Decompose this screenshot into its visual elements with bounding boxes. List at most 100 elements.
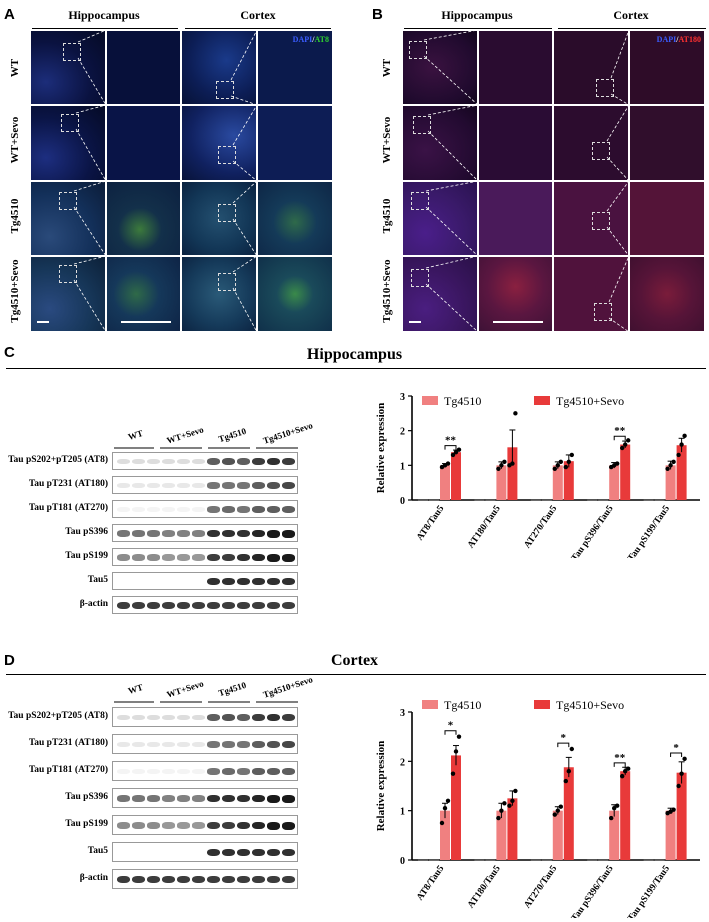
data-point xyxy=(679,771,684,776)
panel-d-group-lines xyxy=(114,701,298,703)
blot-band xyxy=(252,740,265,749)
bar-tg4510-sevo xyxy=(620,771,631,860)
panel-a-header-hippocampus: Hippocampus xyxy=(68,8,140,22)
blot-band xyxy=(237,577,250,586)
blot-band xyxy=(207,601,220,610)
legend-swatch xyxy=(422,700,438,709)
micrograph-b-wt-hippo xyxy=(402,30,478,105)
panel-letter-c: C xyxy=(4,344,15,361)
blot-band xyxy=(117,506,130,513)
blot-band xyxy=(147,506,160,513)
blot-label: Tau5 xyxy=(87,846,108,856)
bar-tg4510 xyxy=(440,465,450,500)
blot-band xyxy=(162,601,175,610)
blot-band xyxy=(267,740,280,749)
inset-box xyxy=(59,265,77,283)
x-tick-label: Tau pS199/Tau5 xyxy=(626,864,672,918)
panel-c-title: Hippocampus xyxy=(306,346,403,363)
blot-band xyxy=(252,848,265,857)
blot-band xyxy=(222,457,235,466)
blot-band xyxy=(237,794,250,803)
data-point xyxy=(450,452,456,458)
blot-band xyxy=(237,506,250,513)
blot-band xyxy=(237,848,250,857)
blot-band xyxy=(117,795,130,802)
blot-band xyxy=(192,795,205,802)
blot-band xyxy=(207,553,220,562)
blot-band xyxy=(147,554,160,561)
blot-band xyxy=(282,529,295,538)
inset-box xyxy=(596,79,614,97)
data-point xyxy=(439,820,445,826)
inset-box xyxy=(592,142,610,160)
blot-band xyxy=(207,482,220,489)
blot-band xyxy=(162,875,175,884)
legend-label: Tg4510+Sevo xyxy=(556,394,624,408)
bar-tg4510 xyxy=(496,465,507,500)
blot-band xyxy=(132,458,145,465)
blot-band xyxy=(267,553,280,562)
blot-band xyxy=(132,822,145,829)
bar-wt xyxy=(474,859,485,861)
bar-wt-sevo xyxy=(485,859,496,861)
blot-band xyxy=(177,875,190,884)
blot-band xyxy=(162,554,175,561)
blot-band xyxy=(252,577,265,586)
y-tick-label: 1 xyxy=(400,807,405,818)
significance-bracket xyxy=(613,435,626,441)
blot-strip xyxy=(112,476,298,494)
blot-band xyxy=(222,553,235,562)
micrograph-b-tgsevo-cortex xyxy=(553,256,629,332)
blot-band xyxy=(237,553,250,562)
blot-band xyxy=(237,713,250,722)
data-point xyxy=(445,798,451,803)
blot-band xyxy=(282,821,295,830)
blot-label: Tau pS396 xyxy=(65,792,108,802)
blot-band xyxy=(267,457,280,466)
blot-band xyxy=(132,601,145,610)
blot-band xyxy=(267,529,280,538)
significance-label: * xyxy=(673,742,679,754)
data-point xyxy=(499,463,504,468)
micrograph-b-wt-cortex-zoom: DAPI/AT180 xyxy=(629,30,705,105)
data-point xyxy=(609,815,614,821)
x-tick-label: Tau pS396/Tau5 xyxy=(570,504,616,558)
bar-wt xyxy=(643,499,654,501)
micrograph-a-tgsevo-cortex-zoom xyxy=(257,256,333,332)
inset-box xyxy=(63,43,81,61)
bar-tg4510 xyxy=(552,810,563,860)
bar-tg4510-sevo xyxy=(620,444,631,500)
stain-legend-b: DAPI/AT180 xyxy=(657,35,701,44)
blot-band xyxy=(237,601,250,610)
data-point xyxy=(566,769,571,774)
micrograph-b-wtsevo-cortex-zoom xyxy=(629,105,705,181)
x-tick-label: AT8/Tau5 xyxy=(415,864,446,903)
blot-band xyxy=(222,848,235,857)
inset-box xyxy=(592,212,610,230)
legend-label: Tg4510+Sevo xyxy=(556,698,624,712)
y-tick-label: 0 xyxy=(400,496,405,507)
blot-band xyxy=(177,554,190,561)
blot-band xyxy=(222,741,235,748)
data-point xyxy=(682,756,687,762)
panel-a-header-line-right xyxy=(185,28,331,29)
data-point xyxy=(623,769,628,774)
micrograph-a-wtsevo-cortex xyxy=(181,105,257,181)
micrograph-b-tg-hippo-zoom xyxy=(478,181,553,256)
bar-wt-sevo xyxy=(541,859,552,861)
panel-d-title: Cortex xyxy=(330,652,379,669)
data-point xyxy=(555,808,560,813)
blot-label: Tau pT231 (AT180) xyxy=(28,738,108,748)
bar-wt-sevo xyxy=(654,499,665,501)
blot-band xyxy=(147,482,160,489)
data-point xyxy=(442,806,448,811)
blot-band xyxy=(282,848,295,857)
data-point xyxy=(563,464,568,470)
inset-box xyxy=(218,273,236,291)
panel-b-header-line-right xyxy=(558,28,706,29)
blot-band xyxy=(117,741,130,748)
inset-box xyxy=(413,116,431,134)
blot-band xyxy=(282,740,295,749)
blot-band xyxy=(132,482,145,489)
blot-band xyxy=(177,768,190,775)
